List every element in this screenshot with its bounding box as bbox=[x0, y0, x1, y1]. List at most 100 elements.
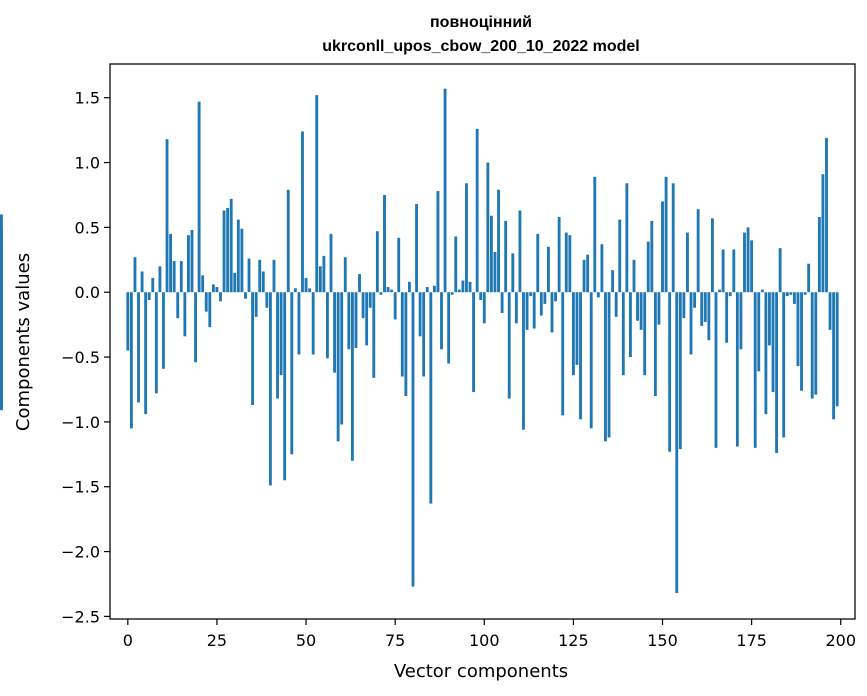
bar-111 bbox=[522, 292, 525, 430]
bar-19 bbox=[194, 292, 197, 363]
bar-47 bbox=[293, 288, 297, 293]
bar-93 bbox=[457, 289, 461, 293]
bar-52 bbox=[311, 292, 315, 355]
bar-114 bbox=[532, 292, 536, 329]
bar-54 bbox=[318, 266, 322, 293]
bar-188 bbox=[796, 292, 800, 367]
y-axis-ticks: −2.5 −2.0 −1.5 −1.0 −0.5 0.0 0.5 1.0 1.5 bbox=[61, 89, 110, 626]
bar-199 bbox=[835, 292, 839, 407]
bar-141 bbox=[629, 292, 632, 358]
bar-63 bbox=[350, 292, 354, 461]
bar-137 bbox=[614, 292, 618, 317]
bar-14 bbox=[176, 292, 180, 319]
bar-39 bbox=[265, 292, 269, 308]
bar-68 bbox=[368, 292, 372, 308]
bar-135 bbox=[607, 292, 611, 438]
bar-74 bbox=[390, 289, 394, 293]
bar-67 bbox=[365, 292, 369, 346]
bar-0 bbox=[126, 292, 130, 351]
bar-187 bbox=[792, 292, 796, 304]
bar-undefined bbox=[0, 245, 3, 293]
bar-179 bbox=[764, 292, 768, 415]
bar-147 bbox=[650, 220, 654, 293]
bar-32 bbox=[240, 228, 244, 293]
bar-36 bbox=[254, 292, 258, 317]
bar-132 bbox=[596, 292, 600, 298]
bar-88 bbox=[440, 292, 443, 350]
bar-192 bbox=[810, 292, 814, 399]
y-tick-label: 1.0 bbox=[75, 154, 100, 173]
x-axis-label: Vector components bbox=[394, 661, 568, 682]
bar-120 bbox=[554, 292, 557, 302]
bar-139 bbox=[621, 292, 625, 376]
bar-153 bbox=[671, 183, 675, 293]
bar-160 bbox=[696, 209, 700, 293]
bar-164 bbox=[710, 218, 714, 293]
bar-148 bbox=[653, 292, 657, 396]
bar-33 bbox=[244, 292, 247, 299]
bar-59 bbox=[336, 292, 340, 442]
bar-189 bbox=[800, 292, 803, 391]
bar-26 bbox=[219, 292, 222, 302]
bar-169 bbox=[728, 292, 732, 297]
bar-76 bbox=[397, 237, 401, 293]
bar-56 bbox=[326, 292, 329, 359]
bar-156 bbox=[682, 292, 686, 319]
bar-3 bbox=[137, 292, 140, 403]
bar-82 bbox=[418, 292, 422, 337]
bar-129 bbox=[586, 254, 590, 293]
bar-110 bbox=[518, 210, 522, 293]
bar-86 bbox=[432, 285, 436, 293]
bar-23 bbox=[208, 292, 212, 328]
bar-128 bbox=[582, 259, 586, 293]
bar-103 bbox=[493, 252, 497, 293]
x-tick-label: 150 bbox=[647, 631, 678, 650]
bar-79 bbox=[408, 281, 411, 293]
bar-101 bbox=[486, 162, 490, 293]
bar-176 bbox=[753, 292, 757, 448]
bar-171 bbox=[735, 292, 739, 447]
bar-undefined bbox=[0, 276, 3, 293]
bar-89 bbox=[443, 88, 447, 293]
bar-182 bbox=[775, 292, 778, 454]
bar-80 bbox=[411, 292, 415, 587]
bar-77 bbox=[400, 292, 404, 377]
bar-73 bbox=[386, 287, 390, 293]
bar-183 bbox=[778, 248, 782, 293]
bar-50 bbox=[304, 277, 308, 293]
bar-16 bbox=[183, 292, 187, 337]
bar-1 bbox=[129, 292, 133, 429]
y-tick-label: 1.5 bbox=[75, 89, 100, 108]
bar-91 bbox=[450, 292, 454, 295]
bar-series bbox=[0, 88, 839, 594]
bar-167 bbox=[721, 249, 725, 293]
bar-118 bbox=[547, 246, 550, 293]
y-axis-label: Components values bbox=[13, 253, 34, 431]
plot-frame bbox=[109, 63, 856, 620]
bar-178 bbox=[760, 289, 764, 293]
bar-125 bbox=[571, 292, 575, 376]
bar-186 bbox=[789, 292, 793, 295]
bar-49 bbox=[301, 131, 304, 293]
y-tick-label: −1.0 bbox=[61, 413, 100, 432]
bar-65 bbox=[358, 274, 361, 293]
bar-131 bbox=[593, 176, 597, 293]
y-tick-label: −1.5 bbox=[61, 478, 100, 497]
bar-172 bbox=[739, 292, 743, 350]
bar-108 bbox=[511, 253, 515, 293]
bar-124 bbox=[568, 235, 572, 293]
bar-146 bbox=[646, 241, 650, 293]
bar-144 bbox=[639, 292, 643, 330]
bar-127 bbox=[579, 292, 582, 420]
bar-34 bbox=[247, 258, 251, 293]
bar-138 bbox=[618, 219, 622, 293]
x-axis-ticks: 0 25 50 75 100 125 150 175 200 bbox=[123, 619, 856, 650]
bar-130 bbox=[589, 292, 593, 429]
x-tick-label: 100 bbox=[469, 631, 500, 650]
bar-84 bbox=[425, 287, 429, 293]
bar-184 bbox=[782, 292, 786, 438]
bar-69 bbox=[372, 292, 376, 378]
bar-78 bbox=[404, 292, 408, 396]
bar-29 bbox=[229, 198, 233, 293]
y-tick-label: −2.0 bbox=[61, 543, 100, 562]
